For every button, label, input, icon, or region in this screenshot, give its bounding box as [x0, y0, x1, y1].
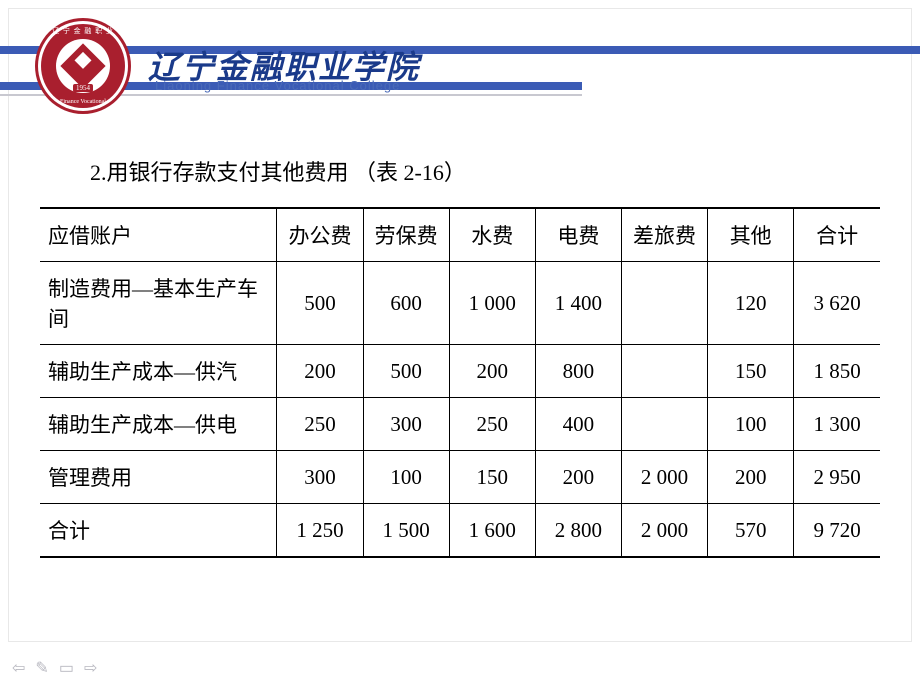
row-label: 合计	[40, 504, 277, 558]
nav-next-icon[interactable]: ⇨	[84, 658, 97, 678]
cell: 2 000	[621, 451, 707, 504]
cell: 1 850	[794, 345, 880, 398]
row-label: 辅助生产成本—供汽	[40, 345, 277, 398]
table-row: 制造费用—基本生产车间5006001 0001 400 1203 620	[40, 262, 880, 345]
nav-controls: ⇦ ✎ ▭ ⇨	[12, 658, 97, 678]
cell: 100	[363, 451, 449, 504]
col-header-2: 劳保费	[363, 208, 449, 262]
cell: 150	[708, 345, 794, 398]
col-header-4: 电费	[535, 208, 621, 262]
cell: 150	[449, 451, 535, 504]
table-row: 管理费用3001001502002 0002002 950	[40, 451, 880, 504]
cell: 200	[277, 345, 363, 398]
college-logo: 辽 宁 金 融 职 业 1954 Finance Vocational	[35, 18, 131, 114]
cell: 2 000	[621, 504, 707, 558]
row-label: 制造费用—基本生产车间	[40, 262, 277, 345]
cell: 400	[535, 398, 621, 451]
cell: 600	[363, 262, 449, 345]
cell: 300	[277, 451, 363, 504]
col-header-5: 差旅费	[621, 208, 707, 262]
cell: 120	[708, 262, 794, 345]
cell: 200	[535, 451, 621, 504]
cell: 250	[277, 398, 363, 451]
nav-edit-icon[interactable]: ✎	[35, 658, 48, 678]
col-header-7: 合计	[794, 208, 880, 262]
cell: 800	[535, 345, 621, 398]
cell: 1 500	[363, 504, 449, 558]
cell: 1 000	[449, 262, 535, 345]
table-row: 合计1 2501 5001 6002 8002 0005709 720	[40, 504, 880, 558]
cell: 100	[708, 398, 794, 451]
cell	[621, 262, 707, 345]
cell: 3 620	[794, 262, 880, 345]
cell: 200	[449, 345, 535, 398]
logo-year: 1954	[73, 84, 93, 92]
cell	[621, 345, 707, 398]
cell: 2 950	[794, 451, 880, 504]
table-header-row: 应借账户 办公费 劳保费 水费 电费 差旅费 其他 合计	[40, 208, 880, 262]
cell: 1 400	[535, 262, 621, 345]
table-row: 辅助生产成本—供汽2005002008001501 850	[40, 345, 880, 398]
content-area: 2.用银行存款支付其他费用 （表 2-16） 应借账户 办公费 劳保费 水费 电…	[0, 100, 920, 558]
cell: 2 800	[535, 504, 621, 558]
header-bar-top	[0, 46, 920, 54]
nav-view-icon[interactable]: ▭	[59, 658, 74, 678]
cell: 1 250	[277, 504, 363, 558]
cell: 250	[449, 398, 535, 451]
col-header-account: 应借账户	[40, 208, 277, 262]
logo-shape-icon	[60, 43, 105, 88]
col-header-3: 水费	[449, 208, 535, 262]
cell: 500	[363, 345, 449, 398]
nav-prev-icon[interactable]: ⇦	[12, 658, 25, 678]
header: 辽 宁 金 融 职 业 1954 Finance Vocational 辽宁金融…	[0, 0, 920, 100]
row-label: 辅助生产成本—供电	[40, 398, 277, 451]
cell: 200	[708, 451, 794, 504]
cell: 500	[277, 262, 363, 345]
cell: 9 720	[794, 504, 880, 558]
col-header-1: 办公费	[277, 208, 363, 262]
cell: 1 600	[449, 504, 535, 558]
college-title-en: Liaoning Finance Vocational College	[155, 78, 400, 93]
cell: 300	[363, 398, 449, 451]
expense-table: 应借账户 办公费 劳保费 水费 电费 差旅费 其他 合计 制造费用—基本生产车间…	[40, 207, 880, 558]
logo-text-top: 辽 宁 金 融 职 业	[41, 26, 125, 36]
logo-text-bottom: Finance Vocational	[41, 99, 125, 105]
table-title: 2.用银行存款支付其他费用 （表 2-16）	[90, 155, 880, 187]
cell: 1 300	[794, 398, 880, 451]
col-header-6: 其他	[708, 208, 794, 262]
table-row: 辅助生产成本—供电2503002504001001 300	[40, 398, 880, 451]
cell	[621, 398, 707, 451]
cell: 570	[708, 504, 794, 558]
row-label: 管理费用	[40, 451, 277, 504]
